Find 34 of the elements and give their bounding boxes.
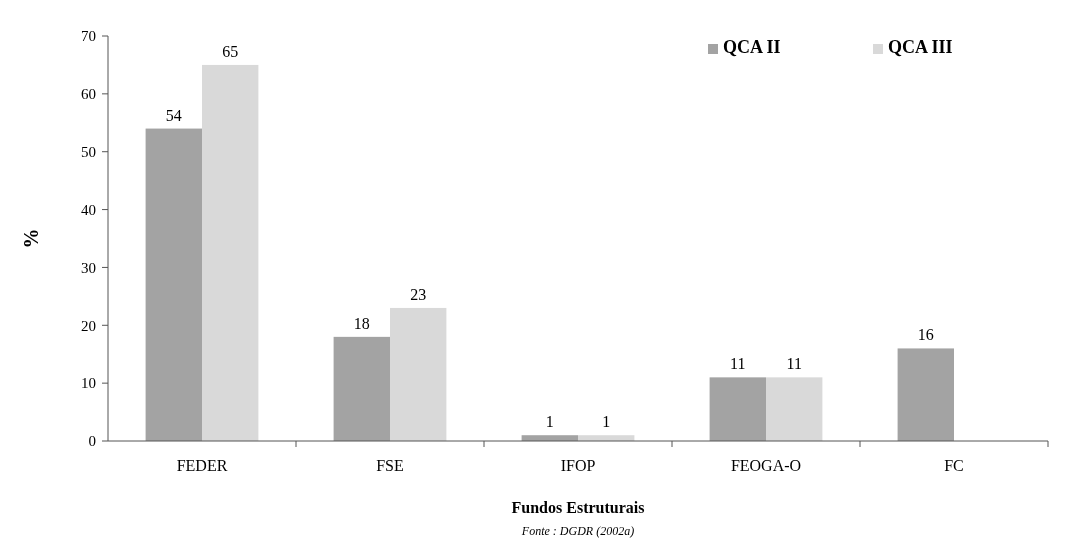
- bar: [897, 348, 954, 441]
- x-tick-label: FC: [944, 457, 964, 474]
- legend-label: QCA III: [888, 37, 953, 57]
- y-axis-title: %: [20, 228, 42, 249]
- bar: [145, 128, 202, 441]
- y-tick-label: 50: [81, 143, 96, 160]
- data-label: 1: [545, 413, 554, 431]
- bar: [390, 307, 447, 441]
- data-label: 16: [917, 326, 934, 344]
- data-label: 65: [222, 42, 239, 60]
- data-label: 23: [410, 285, 427, 303]
- x-axis-title: Fundos Estruturais: [511, 499, 645, 516]
- bar: [709, 377, 766, 441]
- y-tick-label: 10: [81, 375, 96, 392]
- x-tick-label: FEOGA-O: [730, 457, 802, 474]
- legend-label: QCA II: [723, 37, 781, 57]
- bar: [766, 377, 823, 441]
- source-note: Fonte : DGDR (2002a): [520, 524, 635, 538]
- y-tick-label: 20: [81, 317, 96, 334]
- y-tick-label: 60: [81, 86, 96, 103]
- data-label: 54: [165, 106, 182, 124]
- bar: [202, 64, 259, 441]
- data-label: 11: [786, 355, 802, 373]
- y-tick-label: 30: [81, 259, 96, 276]
- x-tick-label: FSE: [376, 457, 404, 474]
- y-tick-label: 70: [81, 28, 96, 45]
- data-label: 18: [353, 314, 370, 332]
- data-label: 1: [602, 413, 611, 431]
- bar: [333, 336, 390, 441]
- x-tick-label: IFOP: [560, 457, 596, 474]
- x-tick-label: FEDER: [176, 457, 228, 474]
- y-tick-label: 40: [81, 201, 96, 218]
- y-tick-label: 0: [88, 433, 96, 450]
- data-label: 11: [730, 355, 746, 373]
